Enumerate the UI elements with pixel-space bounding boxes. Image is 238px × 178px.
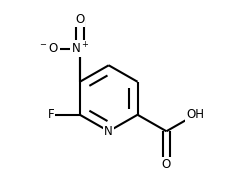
Text: O: O (75, 14, 84, 27)
Text: F: F (48, 108, 54, 121)
Text: $^-$O: $^-$O (38, 42, 60, 55)
Text: N: N (104, 125, 113, 138)
Text: N$^+$: N$^+$ (71, 41, 89, 56)
Text: OH: OH (186, 108, 204, 121)
Text: O: O (162, 158, 171, 171)
